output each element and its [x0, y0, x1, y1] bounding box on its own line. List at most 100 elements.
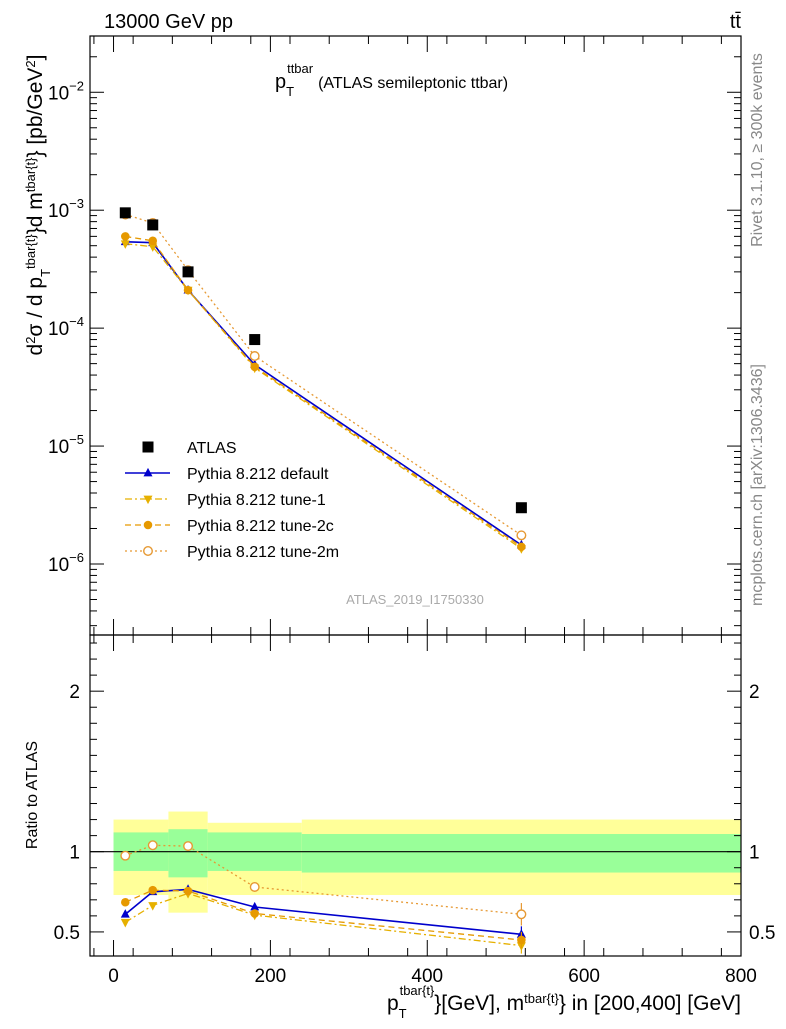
ratio-ylabel: Ratio to ATLAS — [24, 741, 41, 849]
main-ytick-base-4: 10 — [48, 83, 69, 104]
xlabel-a-sub: T — [399, 1006, 407, 1021]
legend-label-0: ATLAS — [187, 440, 237, 457]
ratio-point-0-0 — [120, 909, 130, 918]
ratio-point-2-2 — [183, 886, 193, 896]
legend-label-3: Pythia 8.212 tune-2c — [187, 518, 334, 535]
ylabel-b-sub: T — [38, 269, 53, 277]
xtick-label-1: 200 — [255, 966, 287, 987]
legend-marker-4 — [143, 546, 153, 556]
main-point-0-0 — [119, 207, 131, 219]
ylabel-b-sup: tbar{t} — [23, 234, 38, 269]
ratio-series-2 — [121, 885, 526, 948]
main-ytick-base-0: 10 — [48, 555, 69, 576]
ylabel-c: }d m — [24, 192, 47, 234]
main-point-2-1 — [148, 243, 158, 252]
xtick-label-2: 400 — [411, 966, 443, 987]
ratio-point-2-1 — [148, 885, 158, 895]
ylabel-e: ] — [24, 55, 47, 61]
legend-label-1: Pythia 8.212 default — [187, 466, 329, 483]
main-point-3-0 — [121, 232, 130, 241]
ratio-panel: 0.5 0.5 1 1 2 2 0 200 400 600 800 — [54, 634, 775, 987]
main-point-0-1 — [147, 219, 159, 231]
main-ytick-label-0: 10−6 — [48, 550, 84, 576]
plot-title: pTttbar (ATLAS semileptonic ttbar) — [275, 61, 508, 99]
ratio-ytick-label-right-2: 2 — [749, 682, 760, 703]
ratio-ytick-label-left-2: 2 — [69, 682, 80, 703]
ratio-point-2-4 — [517, 935, 526, 945]
main-ytick-base-3: 10 — [48, 201, 69, 222]
ratio-point-2-0 — [121, 897, 130, 907]
main-point-3-4 — [517, 542, 526, 552]
ratio-band-inner-1 — [168, 829, 208, 878]
ratio-series-3 — [120, 840, 527, 926]
legend-label-4: Pythia 8.212 tune-2m — [187, 544, 339, 561]
xlabel-a: p — [387, 992, 399, 1015]
side-label-bottom: mcplots.cern.ch [arXiv:1306.3436] — [749, 364, 766, 606]
legend-marker-1 — [143, 467, 153, 477]
main-ytick-base-2: 10 — [48, 319, 69, 340]
main-series-0 — [119, 207, 527, 514]
main-ytick-exp-2: −4 — [69, 314, 84, 329]
xlabel: pTtbar{t}}[GeV], mtbar{t}} in [200,400] … — [387, 983, 741, 1021]
ylabel-d: } [pb/GeV — [24, 68, 47, 158]
ratio-point-3-0 — [120, 850, 131, 861]
main-point-4-3 — [249, 351, 260, 362]
ratio-point-2-3 — [250, 909, 259, 918]
ylabel-c-sup: tbar{t} — [23, 157, 38, 192]
main-point-4-4 — [516, 530, 527, 541]
main-ytick-label-3: 10−3 — [48, 196, 84, 222]
legend-marker-0 — [142, 441, 154, 453]
watermark: ATLAS_2019_I1750330 — [346, 592, 484, 607]
main-point-2-0 — [120, 240, 130, 249]
title-sup: ttbar — [287, 61, 314, 76]
ratio-point-1-1 — [148, 902, 158, 911]
main-ytick-label-2: 10−4 — [48, 314, 84, 340]
ylabel-d-sup: 2 — [23, 60, 38, 67]
legend-marker-3 — [143, 520, 153, 530]
main-point-3-2 — [183, 285, 193, 295]
main-point-0-2 — [182, 266, 194, 278]
main-panel: 10−610−510−410−310−2 — [48, 35, 742, 636]
ratio-series-line-1 — [124, 892, 522, 947]
main-ytick-exp-0: −6 — [69, 550, 84, 565]
ratio-point-0-3 — [250, 901, 260, 911]
ratio-point-3-4 — [516, 909, 527, 920]
ylabel-b: σ / d p — [24, 277, 47, 337]
main-ylabel: d2σ / d pTtbar{t}}d mtbar{t}} [pb/GeV2] — [23, 55, 53, 356]
xtick-label-0: 0 — [108, 966, 119, 987]
header-left: 13000 GeV pp — [104, 11, 233, 33]
xtick-label-3: 600 — [568, 966, 600, 987]
ratio-point-1-0 — [120, 918, 130, 928]
legend-label-2: Pythia 8.212 tune-1 — [187, 492, 326, 509]
ratio-ytick-label-left-1: 1 — [69, 843, 80, 864]
ratio-frame — [89, 634, 742, 957]
xlabel-c: } in [200,400] [GeV] — [559, 992, 741, 1015]
title-sub: T — [286, 84, 294, 99]
main-point-0-4 — [515, 502, 527, 514]
side-label-top: Rivet 3.1.10, ≥ 300k events — [749, 53, 766, 247]
main-series-line-2 — [125, 243, 522, 550]
ylabel-a-sup: 2 — [23, 337, 38, 344]
title-rest: (ATLAS semileptonic ttbar) — [318, 75, 508, 92]
ratio-band-inner-3 — [301, 834, 741, 873]
ratio-ytick-label-right-0: 0.5 — [749, 923, 775, 944]
legend-marker-2 — [143, 495, 153, 505]
ratio-point-3-3 — [249, 882, 260, 892]
main-ytick-label-1: 10−5 — [48, 432, 84, 458]
main-ytick-exp-1: −5 — [69, 432, 84, 447]
main-series-3 — [121, 232, 526, 552]
ratio-point-3-1 — [147, 840, 158, 851]
main-ytick-exp-4: −2 — [69, 78, 84, 93]
main-ytick-label-4: 10−2 — [48, 78, 84, 104]
ylabel-a: d — [24, 344, 47, 356]
ratio-point-3-2 — [183, 841, 194, 852]
xlabel-b: }[GeV], m — [434, 992, 524, 1015]
title-main: p — [275, 71, 286, 93]
main-point-3-1 — [148, 236, 158, 246]
xlabel-a-sup: tbar{t} — [400, 983, 435, 998]
ratio-ytick-label-left-0: 0.5 — [54, 923, 80, 944]
xlabel-b-sup: tbar{t} — [524, 991, 559, 1006]
main-point-3-3 — [250, 362, 259, 372]
